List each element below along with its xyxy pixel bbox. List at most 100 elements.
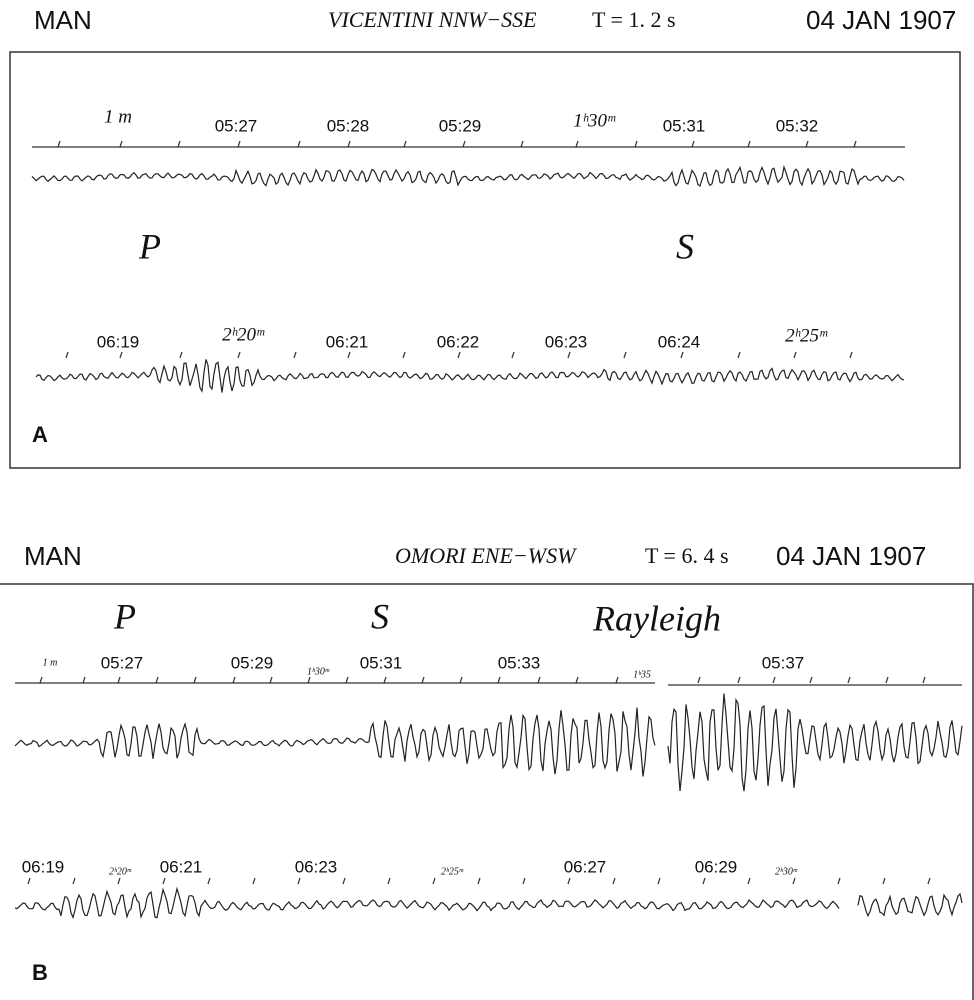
time-label: 1 m (43, 657, 58, 668)
time-label: 1ʰ35 (633, 669, 651, 680)
minute-tick (928, 878, 930, 884)
time-label: 06:24 (658, 332, 701, 351)
seismogram-trace (858, 894, 962, 916)
time-label: 05:27 (215, 116, 258, 135)
phase-label: S (676, 226, 694, 266)
minute-tick (178, 141, 180, 147)
minute-tick (253, 878, 255, 884)
minute-tick (120, 141, 122, 147)
minute-tick (613, 878, 615, 884)
panel-label: B (32, 960, 48, 985)
header-date: 04 JAN 1907 (806, 5, 956, 35)
seismogram-trace (36, 359, 904, 392)
panel-label: A (32, 422, 48, 447)
minute-tick (738, 352, 740, 358)
minute-tick (794, 352, 796, 358)
minute-tick (576, 677, 578, 683)
minute-tick (748, 141, 750, 147)
time-label: 06:19 (97, 332, 140, 351)
header-station: MAN (24, 541, 82, 571)
minute-tick (624, 352, 626, 358)
time-label: 05:27 (101, 653, 144, 672)
minute-tick (523, 878, 525, 884)
minute-tick (58, 141, 60, 147)
minute-tick (748, 878, 750, 884)
time-label: 06:19 (22, 857, 65, 876)
minute-tick (208, 878, 210, 884)
minute-tick (698, 677, 700, 683)
time-label: 05:32 (776, 116, 819, 135)
time-label: 05:33 (498, 653, 541, 672)
header-period: T = 6. 4 s (645, 543, 729, 568)
minute-tick (118, 878, 120, 884)
minute-tick (568, 352, 570, 358)
time-label: 1ʰ30ᵐ (573, 110, 616, 131)
time-label: 06:23 (545, 332, 588, 351)
time-label: 06:21 (326, 332, 369, 351)
minute-tick (854, 141, 856, 147)
minute-tick (343, 878, 345, 884)
time-label: 05:31 (360, 653, 403, 672)
minute-tick (346, 677, 348, 683)
time-label: 1ʰ30ᵐ (307, 666, 330, 677)
minute-tick (348, 352, 350, 358)
minute-tick (238, 141, 240, 147)
minute-tick (616, 677, 618, 683)
minute-tick (498, 677, 500, 683)
seismogram-trace (32, 167, 904, 186)
time-label: 2ʰ25ᵐ (441, 866, 464, 877)
time-label: 05:28 (327, 116, 370, 135)
minute-tick (793, 878, 795, 884)
time-label: 2ʰ20ᵐ (222, 324, 265, 345)
phase-label: S (371, 596, 389, 636)
minute-tick (923, 677, 925, 683)
minute-tick (773, 677, 775, 683)
header-instrument: VICENTINI NNW−SSE (328, 7, 537, 32)
time-label: 2ʰ30ᵐ (775, 866, 798, 877)
minute-tick (521, 141, 523, 147)
time-label: 05:37 (762, 653, 805, 672)
minute-tick (294, 352, 296, 358)
minute-tick (180, 352, 182, 358)
time-label: 05:29 (231, 653, 274, 672)
seismogram-trace (668, 694, 962, 792)
minute-tick (118, 677, 120, 683)
minute-tick (120, 352, 122, 358)
minute-tick (883, 878, 885, 884)
time-label: 1 m (104, 106, 132, 127)
minute-tick (886, 677, 888, 683)
minute-tick (28, 878, 30, 884)
panel-b-frame (0, 584, 973, 1000)
time-label: 2ʰ20ᵐ (109, 866, 132, 877)
minute-tick (83, 677, 85, 683)
time-label: 06:29 (695, 857, 738, 876)
time-label: 06:22 (437, 332, 480, 351)
minute-tick (568, 878, 570, 884)
minute-tick (194, 677, 196, 683)
minute-tick (478, 878, 480, 884)
time-label: 05:31 (663, 116, 706, 135)
minute-tick (681, 352, 683, 358)
header-instrument: OMORI ENE−WSW (395, 543, 577, 568)
minute-tick (40, 677, 42, 683)
minute-tick (404, 141, 406, 147)
minute-tick (422, 677, 424, 683)
minute-tick (388, 878, 390, 884)
minute-tick (156, 677, 158, 683)
minute-tick (738, 677, 740, 683)
minute-tick (848, 677, 850, 683)
minute-tick (403, 352, 405, 358)
minute-tick (233, 677, 235, 683)
minute-tick (658, 878, 660, 884)
minute-tick (73, 878, 75, 884)
time-label: 06:21 (160, 857, 203, 876)
minute-tick (576, 141, 578, 147)
minute-tick (163, 878, 165, 884)
header-date: 04 JAN 1907 (776, 541, 926, 571)
header-period: T = 1. 2 s (592, 7, 676, 32)
minute-tick (384, 677, 386, 683)
minute-tick (806, 141, 808, 147)
minute-tick (348, 141, 350, 147)
minute-tick (538, 677, 540, 683)
minute-tick (635, 141, 637, 147)
